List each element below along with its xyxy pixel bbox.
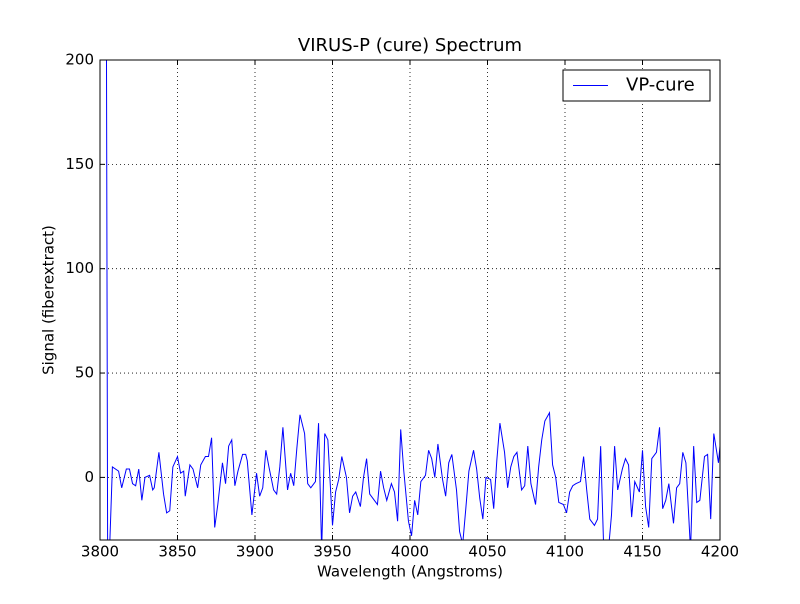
x-tick-label: 3900 xyxy=(236,543,274,561)
x-tick-label: 3950 xyxy=(313,543,351,561)
x-tick-label: 3850 xyxy=(158,543,196,561)
x-tick-label: 4200 xyxy=(701,543,739,561)
y-tick-label: 100 xyxy=(65,259,94,277)
axes: 3800 3850 3900 3950 4000 4050 4100 4150 4200 0 50 1… xyxy=(65,51,739,561)
y-axis-label: Signal (fiberextract) xyxy=(40,225,58,375)
x-tick-label: 4150 xyxy=(623,543,661,561)
plot-area xyxy=(105,60,720,540)
legend-label: VP-cure xyxy=(626,75,695,96)
x-tick-label: 3800 xyxy=(81,543,119,561)
y-tick-label: 0 xyxy=(84,468,94,486)
y-tick-label: 50 xyxy=(75,364,94,382)
y-tick-label: 150 xyxy=(65,155,94,173)
x-tick-label: 4100 xyxy=(546,543,584,561)
chart-title: VIRUS-P (cure) Spectrum xyxy=(298,35,522,56)
legend: VP-cure xyxy=(562,69,711,102)
series-line xyxy=(105,60,720,540)
y-tick-label: 200 xyxy=(65,51,94,69)
plot-frame xyxy=(99,59,721,541)
x-tick-label: 4050 xyxy=(468,543,506,561)
x-axis-label: Wavelength (Angstroms) xyxy=(317,563,503,581)
x-tick-label: 4000 xyxy=(391,543,429,561)
